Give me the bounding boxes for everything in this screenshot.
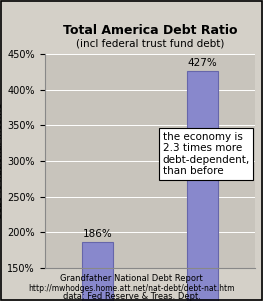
Text: the economy is
2.3 times more
debt-dependent,
than before: the economy is 2.3 times more debt-depen… [163, 132, 250, 176]
Bar [187, 70, 218, 301]
Text: Grandfather National Debt Report: Grandfather National Debt Report [60, 274, 203, 283]
Y-axis label: debt % national income: debt % national income [0, 103, 4, 219]
Text: Total America Debt Ratio: Total America Debt Ratio [63, 24, 237, 37]
Text: 186%: 186% [82, 229, 112, 239]
Bar [82, 242, 113, 301]
Text: 427%: 427% [188, 58, 218, 68]
Text: http://mwhodges.home.att.net/nat-debt/debt-nat.htm: http://mwhodges.home.att.net/nat-debt/de… [28, 284, 235, 293]
Text: (incl federal trust fund debt): (incl federal trust fund debt) [76, 39, 224, 49]
Text: data: Fed Reserve & Treas. Dept.: data: Fed Reserve & Treas. Dept. [63, 292, 200, 301]
